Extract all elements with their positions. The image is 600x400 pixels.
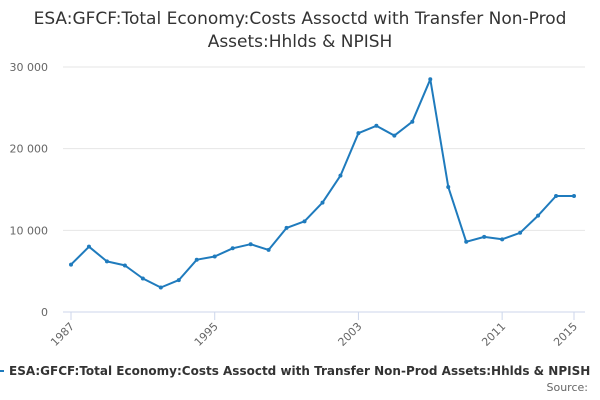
y-tick-label: 0 [41,306,48,319]
data-point[interactable] [212,254,217,259]
legend-swatch [0,370,4,372]
legend: ESA:GFCF:Total Economy:Costs Assoctd wit… [0,364,600,384]
x-tick-label: 2011 [479,320,508,349]
x-tick-label: 2003 [336,320,365,349]
chart-title: ESA:GFCF:Total Economy:Costs Assoctd wit… [33,9,567,52]
data-point[interactable] [320,200,325,205]
source-label: Source: [546,381,589,394]
series-layer [70,78,575,289]
data-point[interactable] [248,242,253,247]
data-point[interactable] [104,259,109,264]
data-point[interactable] [518,230,523,235]
data-point[interactable] [572,194,576,199]
series-line[interactable] [70,78,575,289]
data-point[interactable] [158,285,163,290]
x-tick-label: 2015 [551,320,580,349]
x-tick-label: 1995 [192,320,221,349]
x-tick-label: 1987 [48,320,77,349]
data-point[interactable] [464,239,469,244]
legend-label: ESA:GFCF:Total Economy:Costs Assoctd wit… [9,364,591,378]
data-point[interactable] [410,119,415,124]
data-point[interactable] [392,133,397,138]
tick-labels: 0 10 000 20 000 30 000 1987 1995 2003 2011 2015 [10,61,581,349]
data-point[interactable] [374,123,379,128]
data-point[interactable] [176,278,181,283]
axes [63,311,585,320]
data-point[interactable] [140,276,145,281]
y-tick-label: 30 000 [10,61,49,74]
data-point[interactable] [536,213,541,218]
data-point[interactable] [122,263,127,268]
legend-item[interactable]: ESA:GFCF:Total Economy:Costs Assoctd wit… [0,364,590,378]
data-point[interactable] [500,237,505,242]
data-point[interactable] [302,219,307,224]
data-point[interactable] [554,194,559,199]
data-point[interactable] [69,262,73,267]
data-point[interactable] [266,247,271,252]
data-point[interactable] [428,77,433,82]
data-point[interactable] [338,173,343,178]
data-point[interactable] [86,244,91,249]
data-point[interactable] [194,257,199,262]
grid-lines [63,66,585,231]
data-point[interactable] [446,185,451,190]
data-point[interactable] [284,225,289,230]
data-point[interactable] [230,246,235,251]
y-tick-label: 10 000 [10,224,49,237]
y-tick-label: 20 000 [10,143,49,156]
data-points [69,77,576,290]
data-point[interactable] [482,234,487,239]
data-point[interactable] [356,131,361,136]
